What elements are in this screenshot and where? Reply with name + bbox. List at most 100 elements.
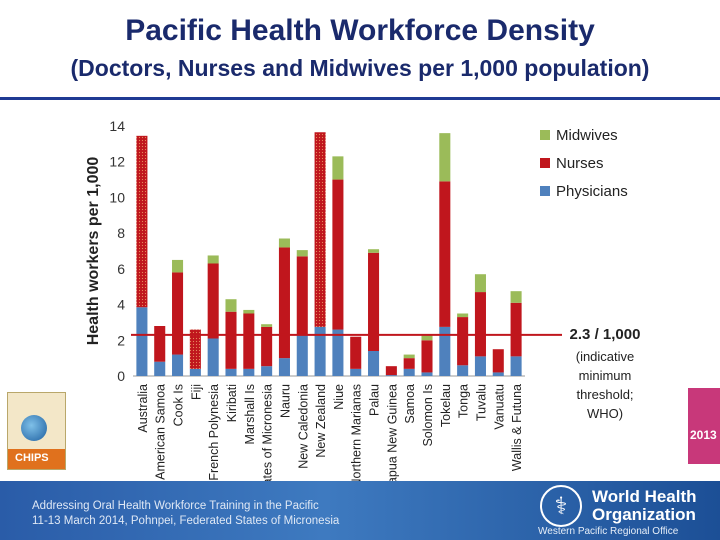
bar-segment-nurses <box>225 311 237 369</box>
x-tick-label: Fed States of Micronesia <box>261 384 275 481</box>
legend-swatch-physicians <box>540 186 550 196</box>
bar-segment-nurses <box>154 326 166 362</box>
bar-segment-midwives <box>510 291 522 303</box>
bar-segment-physicians <box>261 366 273 376</box>
x-tick-label: Fiji <box>189 384 203 400</box>
bar-segment-nurses <box>385 366 397 376</box>
bar-segment-midwives <box>332 156 344 180</box>
bar-segment-nurses <box>207 263 219 339</box>
y-tick-label: 14 <box>109 118 125 134</box>
bar-segment-physicians <box>332 329 344 376</box>
cover-left-label: CHIPS <box>15 452 49 464</box>
bar-segment-physicians <box>350 368 362 376</box>
page-title: Pacific Health Workforce Density <box>125 14 595 47</box>
bar-segment-physicians <box>474 356 486 376</box>
bar-segment-physicians <box>314 326 326 376</box>
x-tick-label: New Zealand <box>314 384 328 458</box>
footer-line-1: Addressing Oral Health Workforce Trainin… <box>32 500 319 512</box>
y-tick-label: 4 <box>117 297 125 313</box>
bar-segment-physicians <box>457 365 469 376</box>
bar-segment-physicians <box>207 338 219 376</box>
bar-segment-physicians <box>225 368 237 376</box>
bar-segment-physicians <box>136 307 148 376</box>
x-tick-label: Kiribati <box>225 384 239 422</box>
bar-segment-midwives <box>439 133 451 182</box>
bar-segment-midwives <box>457 313 469 318</box>
x-tick-label: Australia <box>136 384 150 433</box>
bar-segment-nurses <box>296 256 308 335</box>
y-tick-label: 10 <box>109 189 125 205</box>
bar-segment-nurses <box>136 135 148 308</box>
x-tick-label: Tokelau <box>439 384 453 427</box>
bar-segment-nurses <box>492 349 504 373</box>
bar-segment-midwives <box>207 255 219 264</box>
bar-segment-physicians <box>172 354 184 376</box>
bar-segment-physicians <box>243 368 255 376</box>
legend-swatch-midwives <box>540 130 550 140</box>
x-tick-label: Marshall Is <box>243 384 257 444</box>
x-tick-label: French Polynesia <box>207 384 221 481</box>
stacked-bar-chart: 0 2 4 6 8 10 12 14 Health workers per 1,000 Austr… <box>85 118 641 481</box>
legend-label-physicians: Physicians <box>556 183 628 200</box>
x-tick-label: Tonga <box>457 384 471 418</box>
footer-banner: Addressing Oral Health Workforce Trainin… <box>0 481 720 540</box>
x-tick-label: Nauru <box>278 384 292 418</box>
x-tick-label: Niue <box>332 384 346 410</box>
x-tick-label: Cook Is <box>172 384 186 426</box>
y-tick-label: 2 <box>117 332 125 348</box>
bar-segment-nurses <box>189 329 201 369</box>
x-tick-label: Papua New Guinea <box>385 384 399 481</box>
x-tick-label: Northern Marianas <box>350 384 364 481</box>
bar-segment-nurses <box>314 132 326 327</box>
footer-line-2: 11-13 March 2014, Pohnpei, Federated Sta… <box>32 515 340 527</box>
bar-segment-physicians <box>439 326 451 376</box>
x-tick-label: Palau <box>368 384 382 416</box>
bar-segment-nurses <box>243 313 255 369</box>
threshold-note: (indicative minimum threshold; WHO) <box>576 349 635 421</box>
bar-segment-nurses <box>332 179 344 330</box>
threshold-note-line: WHO) <box>587 406 623 421</box>
org-name-line-2: Organization <box>592 505 696 524</box>
bar-segment-physicians <box>278 358 290 376</box>
bar-segment-nurses <box>278 247 290 359</box>
bar-segment-midwives <box>403 354 415 359</box>
bar-segment-midwives <box>368 249 380 253</box>
bar-segment-nurses <box>261 326 273 367</box>
x-tick-label: American Samoa <box>154 384 168 480</box>
bar-segment-nurses <box>350 336 362 369</box>
bar-segment-physicians <box>492 372 504 376</box>
threshold-note-line: threshold; <box>576 387 633 402</box>
y-tick-label: 6 <box>117 261 125 277</box>
legend-label-midwives: Midwives <box>556 127 618 144</box>
org-region: Western Pacific Regional Office <box>538 526 679 537</box>
bar-segment-nurses <box>421 340 433 373</box>
bar-segment-midwives <box>243 309 255 314</box>
bar-segment-midwives <box>261 324 273 327</box>
bar-segment-nurses <box>403 358 415 369</box>
x-tick-label: Samoa <box>403 384 417 424</box>
bar-segment-nurses <box>439 181 451 327</box>
bar-segment-physicians <box>154 361 166 376</box>
bar-segment-physicians <box>189 368 201 376</box>
bar-segment-physicians <box>510 356 522 376</box>
y-tick-label: 8 <box>117 225 125 241</box>
threshold-note-line: minimum <box>579 368 632 383</box>
y-tick-label: 12 <box>109 154 125 170</box>
bar-segment-nurses <box>457 317 469 366</box>
bar-segment-physicians <box>368 351 380 376</box>
x-tick-label: Tuvalu <box>474 384 488 421</box>
who-emblem-icon: ⚕ <box>540 485 582 527</box>
org-name-line-1: World Health <box>592 487 697 506</box>
globe-icon <box>21 415 47 441</box>
bar-segment-midwives <box>278 238 290 248</box>
legend-swatch-nurses <box>540 158 550 168</box>
threshold-label: 2.3 / 1,000 <box>570 326 641 343</box>
bar-segment-midwives <box>474 274 486 293</box>
page-subtitle: (Doctors, Nurses and Midwives per 1,000 … <box>70 55 650 81</box>
x-tick-label: Solomon Is <box>421 384 435 447</box>
threshold-note-line: (indicative <box>576 349 635 364</box>
y-axis-title: Health workers per 1,000 <box>85 157 102 346</box>
title-divider <box>0 97 720 100</box>
bar-segment-physicians <box>421 372 433 376</box>
bar-segment-nurses <box>368 252 380 351</box>
